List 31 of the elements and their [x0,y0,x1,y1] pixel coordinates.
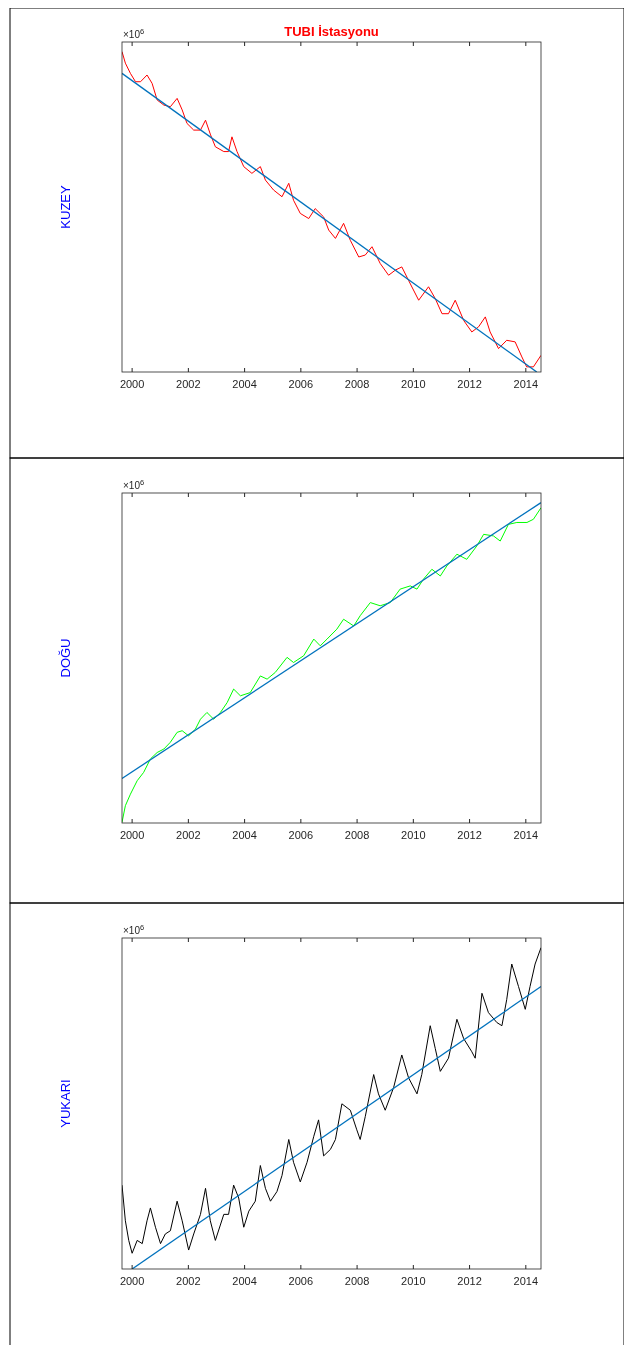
y-axis-title: KUZEY [58,185,73,229]
x-tick-label: 2012 [457,378,482,390]
x-tick-label: 2014 [513,829,539,841]
x-tick-label: 2002 [176,829,201,841]
x-tick-label: 2010 [401,1275,426,1287]
x-tick-label: 2000 [119,829,145,841]
x-tick-label: 2006 [288,1275,314,1287]
x-tick-label: 2014 [513,378,539,390]
x-tick-label: 2000 [119,378,145,390]
x-tick-label: 2008 [344,1275,370,1287]
chart-title: TUBI İstasyonu [284,24,379,39]
text: ×10$^{6}$ [123,922,145,936]
x-tick-label: 2006 [288,829,314,841]
x-tick-label: 2008 [344,829,370,841]
x-tick-label: 2010 [401,829,426,841]
text: ×10$^{6}$ [123,477,145,491]
x-tick-label: 2002 [176,378,201,390]
x-tick-label: 2004 [232,829,257,841]
x-tick-label: 2000 [119,1275,145,1287]
x-tick-label: 2002 [176,1275,201,1287]
x-tick-label: 2010 [401,378,426,390]
y-axis-title: DOĞU [58,638,73,678]
x-tick-label: 2006 [288,378,314,390]
x-tick-label: 2012 [457,1275,482,1287]
x-tick-label: 2014 [513,1275,539,1287]
x-tick-label: 2004 [232,378,257,390]
y-axis-title: YUKARI [58,1079,73,1128]
x-tick-label: 2008 [344,378,370,390]
x-tick-label: 2004 [232,1275,257,1287]
text: ×10$^{6}$ [123,26,145,40]
x-tick-label: 2012 [457,829,482,841]
